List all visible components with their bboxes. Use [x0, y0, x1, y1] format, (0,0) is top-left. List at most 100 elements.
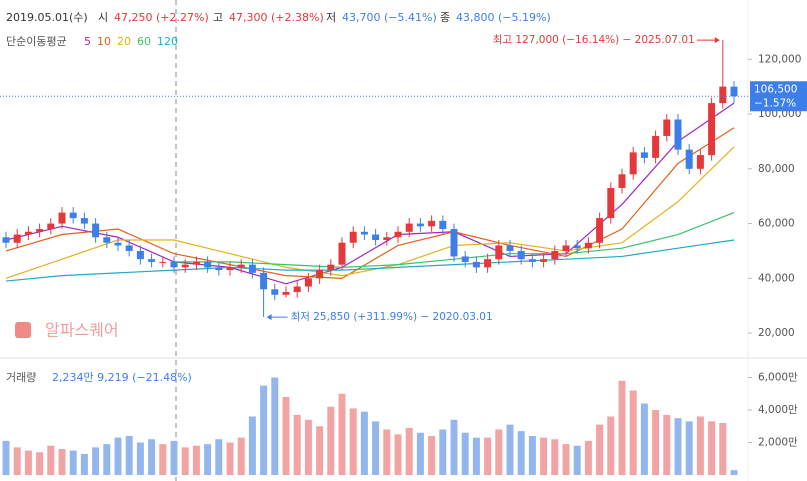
header-high: 47,300 (+2.38%) — [229, 11, 324, 24]
ma-legend: 10 — [97, 35, 111, 48]
volume-bar — [248, 416, 256, 475]
volume-bar — [271, 377, 279, 475]
volume-bar — [316, 426, 324, 475]
candle-body — [24, 231, 32, 235]
volume-info: 2,234만 9,219 (−21.48%) — [52, 371, 192, 384]
volume-bar — [327, 406, 335, 475]
candle-body — [506, 245, 514, 251]
candle-body — [136, 250, 144, 260]
candle-body — [36, 229, 44, 232]
volume-bar — [551, 439, 559, 475]
candle-body — [360, 231, 368, 235]
volume-bar — [652, 410, 660, 475]
candle-body — [472, 261, 480, 268]
volume-bar — [170, 440, 178, 475]
volume-bar — [573, 445, 581, 475]
volume-bar — [282, 397, 290, 475]
volume-bar — [730, 470, 738, 475]
candle-body — [327, 264, 335, 271]
volume-bar — [237, 437, 245, 475]
candle-body — [159, 261, 167, 263]
volume-bar — [640, 403, 648, 475]
y-tick-label: 120,000 — [758, 53, 801, 65]
volume-bar — [506, 424, 514, 475]
ma-legend: 120 — [157, 35, 178, 48]
volume-bar — [584, 440, 592, 475]
header-low-label: 저 — [326, 11, 336, 24]
candle-body — [584, 242, 592, 249]
candle-body — [170, 261, 178, 268]
candle-body — [192, 261, 200, 265]
candle-body — [69, 212, 77, 219]
candle-body — [304, 278, 312, 287]
candle-body — [204, 261, 212, 268]
candle-body — [148, 259, 156, 262]
candle-body — [663, 119, 671, 136]
candle-body — [461, 256, 469, 262]
candle-body — [13, 234, 21, 243]
candle-body — [405, 223, 413, 232]
candle-body — [125, 245, 133, 251]
volume-bar — [383, 429, 391, 475]
y-tick-label: 80,000 — [758, 163, 795, 175]
candle-body — [181, 264, 189, 268]
candle-body — [428, 220, 436, 227]
candle-body — [730, 86, 738, 97]
header-date: 2019.05.01(수) — [6, 11, 88, 24]
y-tick-label: 40,000 — [758, 272, 795, 284]
candle-body — [293, 286, 301, 293]
volume-bar — [192, 445, 200, 475]
header-open: 47,250 (+2.27%) — [114, 11, 209, 24]
volume-bar — [136, 442, 144, 475]
volume-bar — [562, 444, 570, 475]
volume-bar — [260, 385, 268, 475]
candle-body — [652, 135, 660, 158]
candle-body — [618, 174, 626, 188]
candle-body — [573, 245, 581, 249]
candle-body — [484, 259, 492, 268]
volume-bar — [674, 418, 682, 475]
volume-bar — [719, 423, 727, 475]
volume-bar — [13, 447, 21, 475]
candle-body — [114, 242, 122, 246]
header-open-label: 시 — [98, 11, 108, 24]
volume-bar — [495, 429, 503, 475]
candle-body — [372, 234, 380, 240]
volume-bar — [181, 447, 189, 475]
candle-body — [416, 223, 424, 227]
candle-body — [47, 223, 55, 230]
candle-body — [685, 149, 693, 169]
volume-tick-label: 4,000만 — [758, 404, 798, 416]
candle-body — [248, 264, 256, 273]
candle-body — [551, 250, 559, 260]
volume-bar — [685, 421, 693, 475]
candle-body — [80, 218, 88, 224]
header-high-label: 고 — [213, 11, 223, 24]
watermark: 알파스퀘어 — [45, 321, 119, 340]
volume-bar — [47, 445, 55, 475]
volume-bar — [2, 440, 10, 475]
low-arrowhead — [266, 314, 272, 321]
volume-bar — [528, 436, 536, 475]
last-change: −1.57% — [754, 97, 796, 109]
volume-bar — [103, 444, 111, 475]
volume-bar — [394, 434, 402, 475]
volume-bar — [349, 408, 357, 475]
candle-body — [282, 292, 290, 295]
candle-body — [58, 212, 66, 224]
volume-bar — [293, 414, 301, 475]
volume-bar — [159, 444, 167, 475]
candle-body — [696, 155, 704, 169]
candle-body — [596, 218, 604, 243]
header-close: 43,800 (−5.19%) — [456, 11, 551, 24]
volume-bar — [405, 427, 413, 475]
volume-bar — [338, 393, 346, 475]
volume-bar — [450, 419, 458, 475]
candle-body — [260, 272, 268, 290]
last-price-box — [750, 81, 807, 112]
candle-body — [607, 187, 615, 219]
volume-bar — [114, 437, 122, 475]
volume-bar — [472, 437, 480, 475]
volume-bar — [58, 449, 66, 475]
